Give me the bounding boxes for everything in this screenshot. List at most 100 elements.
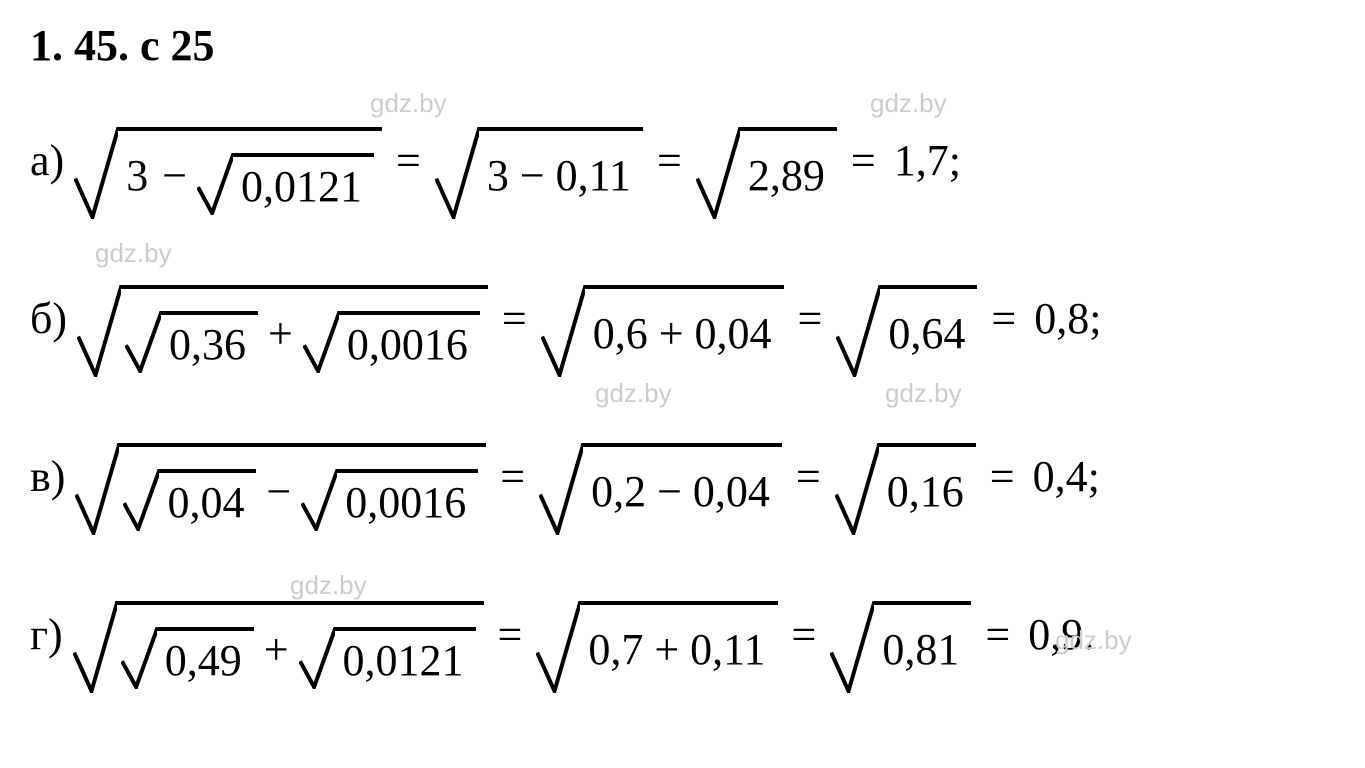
outer-sqrt: 0,2 − 0,04 — [539, 417, 782, 535]
radicand: 3 − 0,11 — [479, 127, 643, 219]
equals: = — [486, 451, 539, 502]
expr-group: 0,49+ 0,0121 — [121, 609, 476, 689]
radical-tick-icon — [125, 311, 161, 373]
equation-list: а) 3− 0,0121= 3 − 0,11= 2,89=1,7;б) 0,36… — [30, 101, 1335, 693]
radical-tick-icon — [435, 127, 479, 219]
radicand: 3− 0,0121 — [118, 127, 382, 219]
equals: = — [976, 451, 1029, 502]
inner-sqrt: 0,49 — [121, 609, 254, 689]
lhs-prefix: 3 — [122, 150, 152, 201]
step1-inside: 0,2 − 0,04 — [587, 466, 774, 517]
radical-tick-icon — [541, 285, 585, 377]
equation-row: в) 0,04− 0,0016= 0,2 − 0,04= 0,16=0,4; — [30, 417, 1335, 535]
step2-inside: 2,89 — [744, 150, 829, 201]
radical-tick-icon — [197, 153, 233, 215]
equals: = — [778, 609, 831, 660]
radicand: 0,6 + 0,04 — [585, 285, 784, 377]
outer-sqrt: 0,16 — [835, 417, 976, 535]
equation-row: г) 0,49+ 0,0121= 0,7 + 0,11= 0,81=0,9. — [30, 575, 1335, 693]
equals: = — [382, 135, 435, 186]
answer: 0,9. — [1024, 609, 1094, 660]
radical-tick-icon — [299, 627, 335, 689]
radical-tick-icon — [836, 285, 880, 377]
radical-tick-icon — [121, 627, 157, 689]
radicand: 0,64 — [880, 285, 977, 377]
inner-val: 0,04 — [163, 477, 248, 528]
radical-tick-icon — [830, 601, 874, 693]
row-label: а) — [30, 135, 64, 186]
inner-sqrt: 0,0121 — [299, 609, 476, 689]
operator: − — [152, 150, 197, 201]
radical-tick-icon — [301, 469, 337, 531]
step1-inside: 0,6 + 0,04 — [589, 308, 776, 359]
radicand: 0,36 — [161, 311, 258, 373]
row-label: б) — [30, 293, 67, 344]
step2-inside: 0,81 — [878, 624, 963, 675]
operator: − — [256, 466, 301, 517]
radical-tick-icon — [303, 311, 339, 373]
radical-tick-icon — [77, 285, 121, 377]
inner-sqrt: 0,0121 — [197, 135, 374, 215]
equals: = — [643, 135, 696, 186]
radical-tick-icon — [539, 443, 583, 535]
radicand: 0,36+ 0,0016 — [121, 285, 488, 377]
operator: + — [258, 308, 303, 359]
equals: = — [971, 609, 1024, 660]
step1-inside: 0,7 + 0,11 — [584, 624, 769, 675]
inner-sqrt: 0,36 — [125, 293, 258, 373]
inner-sqrt: 0,04 — [123, 451, 256, 531]
inner-val: 0,0016 — [341, 477, 470, 528]
radicand: 0,04− 0,0016 — [119, 443, 486, 535]
radicand: 0,16 — [879, 443, 976, 535]
equation-row: б) 0,36+ 0,0016= 0,6 + 0,04= 0,64=0,8; — [30, 259, 1335, 377]
inner-val: 0,49 — [161, 635, 246, 686]
expr-group: 3− 0,0121 — [122, 135, 374, 215]
expr-group: 0,04− 0,0016 — [123, 451, 478, 531]
inner-val: 0,0016 — [343, 319, 472, 370]
radical-tick-icon — [73, 601, 117, 693]
outer-sqrt: 0,04− 0,0016 — [75, 417, 486, 535]
radicand: 0,04 — [159, 469, 256, 531]
page-title: 1. 45. с 25 — [30, 20, 1335, 71]
inner-val: 0,0121 — [237, 161, 366, 212]
answer: 0,4; — [1029, 451, 1100, 502]
equals: = — [782, 451, 835, 502]
radical-tick-icon — [74, 127, 118, 219]
radicand: 2,89 — [740, 127, 837, 219]
equals: = — [484, 609, 537, 660]
inner-sqrt: 0,0016 — [303, 293, 480, 373]
equation-row: а) 3− 0,0121= 3 − 0,11= 2,89=1,7; — [30, 101, 1335, 219]
operator: + — [254, 624, 299, 675]
radical-tick-icon — [835, 443, 879, 535]
equals: = — [488, 293, 541, 344]
outer-sqrt: 0,81 — [830, 575, 971, 693]
outer-sqrt: 3− 0,0121 — [74, 101, 382, 219]
equals: = — [784, 293, 837, 344]
radicand: 0,2 − 0,04 — [583, 443, 782, 535]
inner-val: 0,0121 — [339, 635, 468, 686]
radical-tick-icon — [123, 469, 159, 531]
math-page: 1. 45. с 25 а) 3− 0,0121= 3 − 0,11= 2,89… — [0, 0, 1365, 753]
answer: 0,8; — [1030, 293, 1101, 344]
radicand: 0,0121 — [233, 153, 374, 215]
row-label: г) — [30, 609, 63, 660]
equals: = — [977, 293, 1030, 344]
outer-sqrt: 0,7 + 0,11 — [536, 575, 777, 693]
outer-sqrt: 3 − 0,11 — [435, 101, 643, 219]
expr-group: 0,36+ 0,0016 — [125, 293, 480, 373]
inner-val: 0,36 — [165, 319, 250, 370]
outer-sqrt: 0,6 + 0,04 — [541, 259, 784, 377]
step1-inside: 3 − 0,11 — [483, 150, 635, 201]
radicand: 0,0121 — [335, 627, 476, 689]
radicand: 0,0016 — [337, 469, 478, 531]
outer-sqrt: 0,64 — [836, 259, 977, 377]
step2-inside: 0,16 — [883, 466, 968, 517]
row-label: в) — [30, 451, 65, 502]
answer: 1,7; — [890, 135, 961, 186]
outer-sqrt: 0,49+ 0,0121 — [73, 575, 484, 693]
radical-tick-icon — [75, 443, 119, 535]
radical-tick-icon — [536, 601, 580, 693]
radicand: 0,81 — [874, 601, 971, 693]
outer-sqrt: 2,89 — [696, 101, 837, 219]
radicand: 0,49+ 0,0121 — [117, 601, 484, 693]
